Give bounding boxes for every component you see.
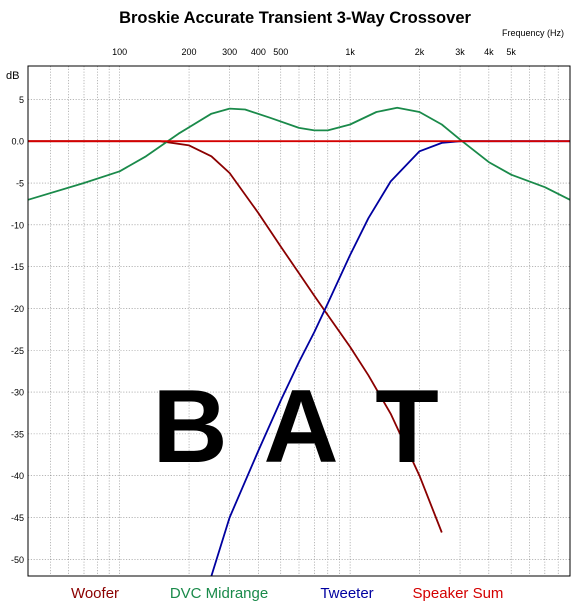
- x-tick-label: 300: [222, 47, 237, 57]
- y-tick-labels: 5 0.0 -5 -10 -15 -20 -25 -30 -35 -40 -45 -50: [11, 95, 24, 565]
- y-tick-label: -40: [11, 471, 24, 481]
- x-tick-label: 500: [273, 47, 288, 57]
- y-tick-label: -50: [11, 555, 24, 565]
- plot-frame: [27, 65, 571, 577]
- x-tick-label: 200: [182, 47, 197, 57]
- y-tick-label: 5: [19, 95, 24, 105]
- y-tick-label: -20: [11, 304, 24, 314]
- y-tick-label: 0.0: [11, 137, 24, 147]
- x-axis-label: Frequency (Hz): [502, 28, 564, 38]
- x-tick-label: 100: [112, 47, 127, 57]
- x-tick-label: 3k: [455, 47, 465, 57]
- y-tick-label: -5: [16, 179, 24, 189]
- legend-woofer: Woofer: [71, 585, 119, 602]
- x-tick-label: 2k: [415, 47, 425, 57]
- series-woofer: [28, 140, 443, 533]
- y-tick-label: -45: [11, 513, 24, 523]
- series-dvc-midrange: [27, 106, 571, 201]
- y-tick-label: -25: [11, 346, 24, 356]
- y-tick-label: -35: [11, 429, 24, 439]
- watermark-letter: B: [152, 369, 227, 485]
- series-tweeter: [210, 140, 570, 577]
- x-tick-label: 400: [251, 47, 266, 57]
- y-tick-label: -30: [11, 388, 24, 398]
- y-axis-label: dB: [6, 70, 19, 82]
- x-tick-labels: 100 200 300 400 500 1k 2k 3k 4k 5k: [112, 47, 516, 57]
- watermark-letter: A: [263, 369, 338, 485]
- series-lines: [27, 106, 571, 577]
- legend-tweeter: Tweeter: [320, 585, 373, 602]
- legend-dvc-midrange: DVC Midrange: [170, 585, 268, 602]
- legend: Woofer DVC Midrange Tweeter Speaker Sum: [71, 585, 503, 602]
- legend-speaker-sum: Speaker Sum: [413, 585, 504, 602]
- y-tick-label: -15: [11, 262, 24, 272]
- x-tick-label: 1k: [345, 47, 355, 57]
- y-tick-label: -10: [11, 220, 24, 230]
- chart-title: Broskie Accurate Transient 3-Way Crossov…: [119, 9, 471, 27]
- watermark-letter: T: [375, 369, 439, 485]
- x-tick-label: 4k: [484, 47, 494, 57]
- x-tick-label: 5k: [506, 47, 516, 57]
- grid-lines: [27, 66, 571, 576]
